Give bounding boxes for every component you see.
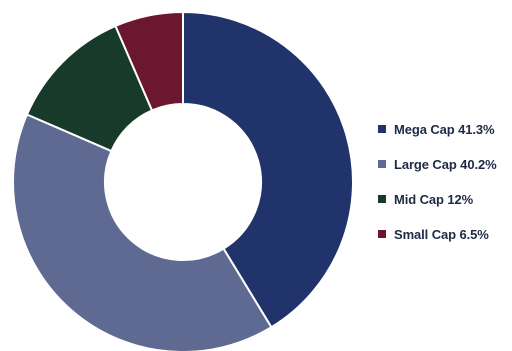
legend-swatch-small-cap [378,230,386,238]
legend-swatch-mid-cap [378,195,386,203]
donut-plot [12,10,354,351]
legend-item-mega-cap: Mega Cap 41.3% [378,120,510,138]
donut-slice-mega-cap [182,10,354,329]
legend-item-mid-cap: Mid Cap 12% [378,190,510,208]
donut-slice-small-cap [114,10,184,112]
legend-label-mega-cap: Mega Cap 41.3% [394,121,495,137]
legend-swatch-large-cap [378,160,386,168]
legend-label-small-cap: Small Cap 6.5% [394,226,489,242]
legend-item-small-cap: Small Cap 6.5% [378,225,510,243]
legend-label-mid-cap: Mid Cap 12% [394,191,474,207]
chart-legend: Mega Cap 41.3% Large Cap 40.2% Mid Cap 1… [378,120,510,260]
legend-label-large-cap: Large Cap 40.2% [394,156,497,172]
legend-swatch-mega-cap [378,125,386,133]
donut-slice-large-cap [12,113,273,351]
legend-item-large-cap: Large Cap 40.2% [378,155,510,173]
